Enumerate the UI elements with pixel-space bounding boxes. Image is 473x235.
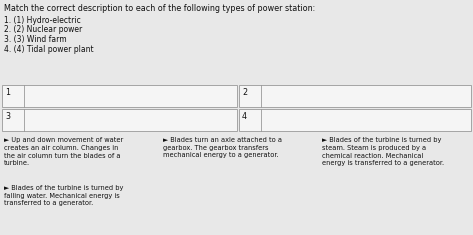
Bar [239,85,471,107]
Text: ► Blades of the turbine is turned by
falling water. Mechanical energy is
transfe: ► Blades of the turbine is turned by fal… [4,185,123,207]
Text: ► Up and down movement of water
creates an air column. Changes in
the air column: ► Up and down movement of water creates … [4,137,123,166]
Bar [2,109,237,131]
Text: 1. (1) Hydro-electric: 1. (1) Hydro-electric [4,16,81,25]
Text: 3. (3) Wind farm: 3. (3) Wind farm [4,35,67,44]
Text: ► Blades turn an axle attached to a
gearbox. The gearbox transfers
mechanical en: ► Blades turn an axle attached to a gear… [163,137,282,158]
Text: 1: 1 [5,88,10,97]
Text: 3: 3 [5,112,10,121]
Text: 2: 2 [242,88,247,97]
Text: ► Blades of the turbine is turned by
steam. Steam is produced by a
chemical reac: ► Blades of the turbine is turned by ste… [322,137,444,166]
Text: 4. (4) Tidal power plant: 4. (4) Tidal power plant [4,44,94,54]
Text: Match the correct description to each of the following types of power station:: Match the correct description to each of… [4,4,315,13]
Bar [239,109,471,131]
Bar [2,85,237,107]
Text: 4: 4 [242,112,247,121]
Text: 2. (2) Nuclear power: 2. (2) Nuclear power [4,26,82,35]
